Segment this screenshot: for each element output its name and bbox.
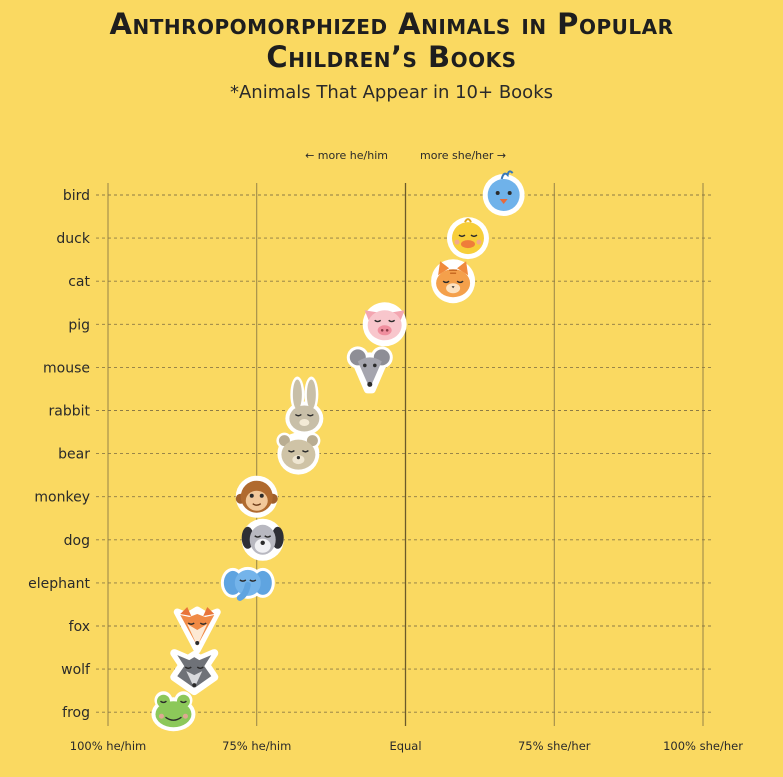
chart-title-line2: Children’s Books [266, 40, 517, 74]
x-tick-label: 75% he/him [222, 739, 291, 753]
chart-title: Anthropomorphized Animals in Popular Chi… [0, 8, 783, 74]
category-label-duck: duck [56, 231, 90, 247]
cat-face-icon [431, 259, 476, 304]
data-point-wolf [170, 649, 219, 696]
data-point-mouse [346, 346, 393, 394]
data-point-bear [276, 432, 321, 475]
data-point-duck [446, 217, 489, 260]
category-label-mouse: mouse [43, 360, 90, 376]
chart-subtitle: *Animals That Appear in 10+ Books [229, 82, 553, 103]
data-point-pig [362, 302, 407, 347]
category-label-frog: frog [62, 705, 90, 721]
data-point-frog [151, 691, 196, 732]
duck-face-icon [446, 217, 489, 260]
x-tick-label: 75% she/her [518, 739, 591, 753]
wolf-face-icon [170, 649, 219, 696]
data-point-dog [241, 518, 284, 561]
x-tick-label: 100% he/him [70, 739, 146, 753]
category-label-wolf: wolf [61, 662, 91, 678]
data-point-elephant [220, 566, 275, 601]
monkey-face-icon [235, 475, 278, 518]
category-label-cat: cat [68, 274, 90, 290]
category-label-monkey: monkey [34, 490, 90, 506]
data-point-rabbit [285, 376, 324, 436]
x-tick-label: 100% she/her [663, 739, 743, 753]
data-point-monkey [235, 475, 278, 518]
direction-label-he: ← more he/him [305, 149, 388, 162]
bird-face-icon [482, 170, 525, 216]
x-tick-label: Equal [389, 739, 421, 753]
data-point-fox [173, 606, 221, 654]
category-label-bear: bear [58, 447, 90, 463]
mouse-face-icon [346, 346, 393, 394]
bear-face-icon [276, 432, 321, 475]
category-label-bird: bird [63, 188, 90, 204]
direction-label-she: more she/her → [420, 149, 506, 162]
frog-face-icon [151, 691, 196, 732]
category-label-pig: pig [68, 317, 90, 333]
fox-face-icon [173, 606, 221, 654]
chart-title-line1: Anthropomorphized Animals in Popular [109, 7, 674, 41]
data-point-cat [431, 259, 476, 304]
elephant-face-icon [220, 566, 275, 601]
category-label-rabbit: rabbit [49, 404, 91, 420]
rabbit-face-icon [285, 376, 324, 436]
category-label-dog: dog [64, 533, 90, 549]
dog-face-icon [241, 518, 284, 561]
data-point-bird [482, 170, 525, 216]
category-label-elephant: elephant [28, 576, 90, 592]
category-label-fox: fox [69, 619, 90, 635]
pig-face-icon [362, 302, 407, 347]
